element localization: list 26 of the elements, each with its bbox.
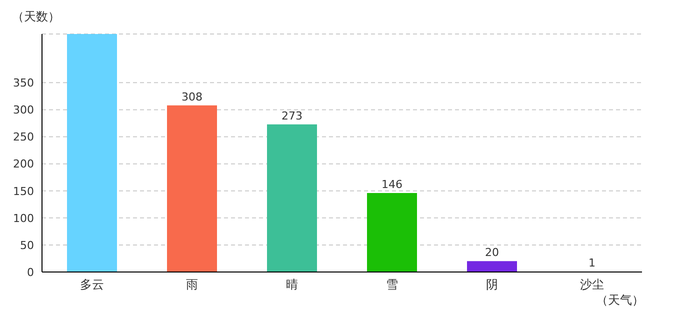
y-tick-label: 150 [13, 184, 34, 198]
x-tick-label: 雨 [186, 278, 198, 292]
y-axis-title: （天数） [12, 10, 60, 24]
x-tick-label: 阴 [486, 278, 498, 292]
x-tick-label: 雪 [386, 278, 398, 292]
x-tick-label: 多云 [80, 278, 104, 292]
x-tick-label: 沙尘 [580, 278, 604, 292]
y-tick-label: 200 [13, 158, 34, 171]
y-tick-label: 300 [13, 104, 34, 117]
bar [167, 105, 217, 272]
data-label: 20 [485, 246, 499, 260]
bar [367, 193, 417, 272]
y-tick-label: 0 [27, 266, 34, 279]
y-tick-label: 50 [20, 238, 34, 252]
y-tick-label: 100 [13, 212, 34, 225]
data-label: 273 [282, 109, 302, 122]
bar [67, 34, 117, 272]
data-label: 146 [382, 178, 402, 192]
bar [267, 124, 317, 272]
bar [467, 261, 517, 272]
y-tick-label: 250 [13, 130, 34, 144]
data-label: 1 [588, 256, 596, 270]
data-label: 308 [182, 90, 202, 104]
x-tick-label: 晴 [286, 278, 298, 292]
x-axis-title: （天气） [596, 293, 644, 307]
y-tick-label: 350 [13, 76, 34, 90]
